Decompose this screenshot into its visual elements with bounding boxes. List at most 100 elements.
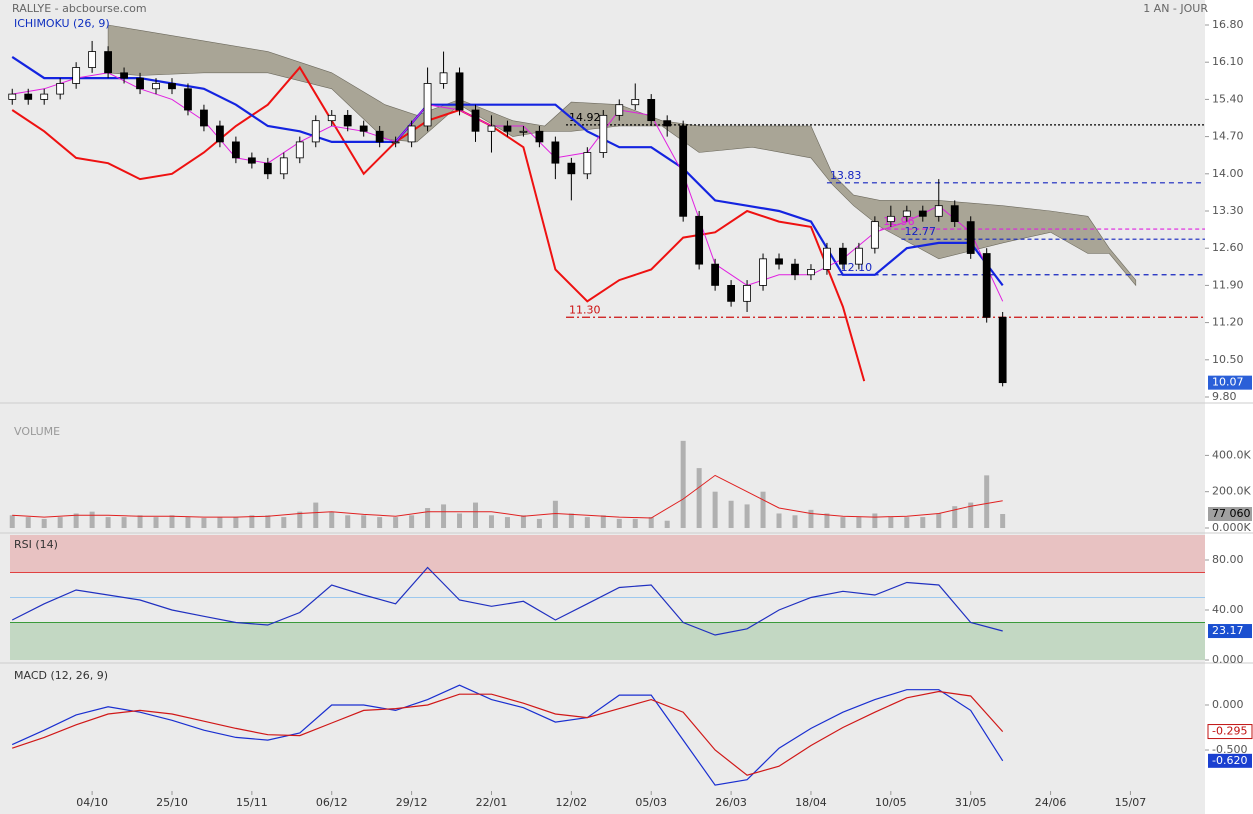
- value-badge: [1208, 624, 1252, 639]
- y-tick-label: 16.10: [1212, 55, 1244, 68]
- y-tick-label: 80.00: [1212, 553, 1244, 566]
- volume-bar: [393, 517, 399, 528]
- candle-body: [247, 157, 256, 164]
- volume-bar: [137, 515, 143, 528]
- candle-body: [950, 205, 959, 223]
- volume-bar: [217, 517, 223, 528]
- level-label: 11.30: [569, 303, 601, 316]
- candle-body: [343, 114, 352, 127]
- value-badge-label: 77 060: [1212, 507, 1251, 520]
- value-badge-label: 10.07: [1212, 376, 1244, 389]
- volume-bar: [936, 513, 942, 528]
- volume-bar: [712, 491, 718, 528]
- volume-bar: [233, 517, 239, 528]
- y-tick-label: 16.80: [1212, 18, 1244, 31]
- candle-body: [599, 114, 608, 153]
- candle-body: [263, 162, 272, 175]
- value-badge-label: -0.620: [1212, 754, 1247, 767]
- level-label: 13.83: [830, 169, 862, 182]
- axis-background: [1205, 0, 1253, 814]
- candle-body: [88, 51, 97, 68]
- candle-body: [519, 130, 528, 133]
- candle-body: [72, 67, 81, 84]
- volume-bar: [536, 518, 542, 528]
- volume-bar: [281, 517, 287, 528]
- candle-body: [870, 221, 879, 249]
- level-label: 12.77: [904, 225, 936, 238]
- x-tick-label: 22/01: [476, 796, 508, 809]
- y-tick-label: 0.000: [1212, 653, 1244, 666]
- panel-title: ICHIMOKU (26, 9): [14, 17, 110, 30]
- candle-body: [359, 125, 368, 132]
- candle-body: [295, 141, 304, 159]
- y-tick-label: 14.70: [1212, 130, 1244, 143]
- candle-body: [407, 125, 416, 143]
- panel-title: VOLUME: [14, 425, 60, 438]
- volume-bar: [744, 504, 750, 528]
- candle-body: [982, 253, 991, 318]
- volume-bar: [57, 517, 63, 528]
- volume-bar: [249, 515, 255, 528]
- candle-body: [918, 210, 927, 217]
- volume-bar: [153, 517, 159, 528]
- candle-body: [535, 130, 544, 143]
- x-tick-label: 24/06: [1035, 796, 1067, 809]
- volume-bar: [105, 517, 111, 528]
- volume-bar: [600, 515, 606, 528]
- x-tick-label: 26/03: [715, 796, 747, 809]
- volume-bar: [776, 513, 782, 528]
- chart-subtitle: 1 AN - JOUR: [1143, 2, 1208, 15]
- volume-bar: [920, 517, 926, 528]
- volume-bar: [9, 515, 15, 528]
- x-tick-label: 12/02: [555, 796, 587, 809]
- y-tick-label: 400.0K: [1212, 448, 1251, 461]
- candle-body: [839, 247, 847, 265]
- candle-body: [615, 104, 624, 116]
- candle-body: [583, 152, 592, 175]
- candle-body: [823, 247, 831, 270]
- y-tick-label: 14.00: [1212, 167, 1244, 180]
- y-tick-label: 0.000K: [1212, 521, 1251, 534]
- candle-body: [375, 130, 384, 143]
- volume-bar: [73, 513, 79, 528]
- x-tick-label: 18/04: [795, 796, 827, 809]
- value-badge-label: -0.295: [1212, 725, 1247, 738]
- y-tick-label: 11.20: [1212, 316, 1244, 329]
- candle-body: [934, 205, 943, 217]
- candle-body: [663, 120, 672, 127]
- volume-bar: [488, 515, 494, 528]
- x-tick-label: 15/07: [1115, 796, 1147, 809]
- volume-bar: [552, 500, 558, 528]
- candle-body: [631, 99, 640, 106]
- x-tick-label: 10/05: [875, 796, 907, 809]
- y-tick-label: 13.30: [1212, 204, 1244, 217]
- y-tick-label: 10.50: [1212, 353, 1244, 366]
- x-tick-label: 04/10: [76, 796, 108, 809]
- candle-body: [231, 141, 240, 159]
- volume-bar: [520, 515, 526, 528]
- volume-bar: [504, 517, 510, 528]
- volume-bar: [185, 517, 191, 528]
- candle-body: [200, 109, 208, 127]
- volume-bar: [121, 517, 127, 528]
- candle-body: [455, 72, 464, 111]
- volume-bar: [616, 518, 622, 528]
- candle-body: [471, 109, 480, 132]
- volume-bar: [728, 500, 734, 528]
- candle-body: [152, 83, 160, 90]
- candle-body: [679, 125, 688, 217]
- volume-bar: [888, 517, 894, 528]
- level-label: 12.10: [841, 261, 873, 274]
- x-tick-label: 05/03: [635, 796, 667, 809]
- volume-bar: [25, 517, 31, 528]
- candle-body: [695, 215, 704, 265]
- y-tick-label: 40.00: [1212, 603, 1244, 616]
- candle-body: [807, 269, 815, 276]
- candle-body: [184, 88, 192, 111]
- candle-body: [56, 83, 65, 95]
- volume-bar: [856, 517, 862, 528]
- volume-bar: [169, 515, 175, 528]
- volume-bar: [457, 513, 463, 528]
- volume-bar: [297, 511, 303, 528]
